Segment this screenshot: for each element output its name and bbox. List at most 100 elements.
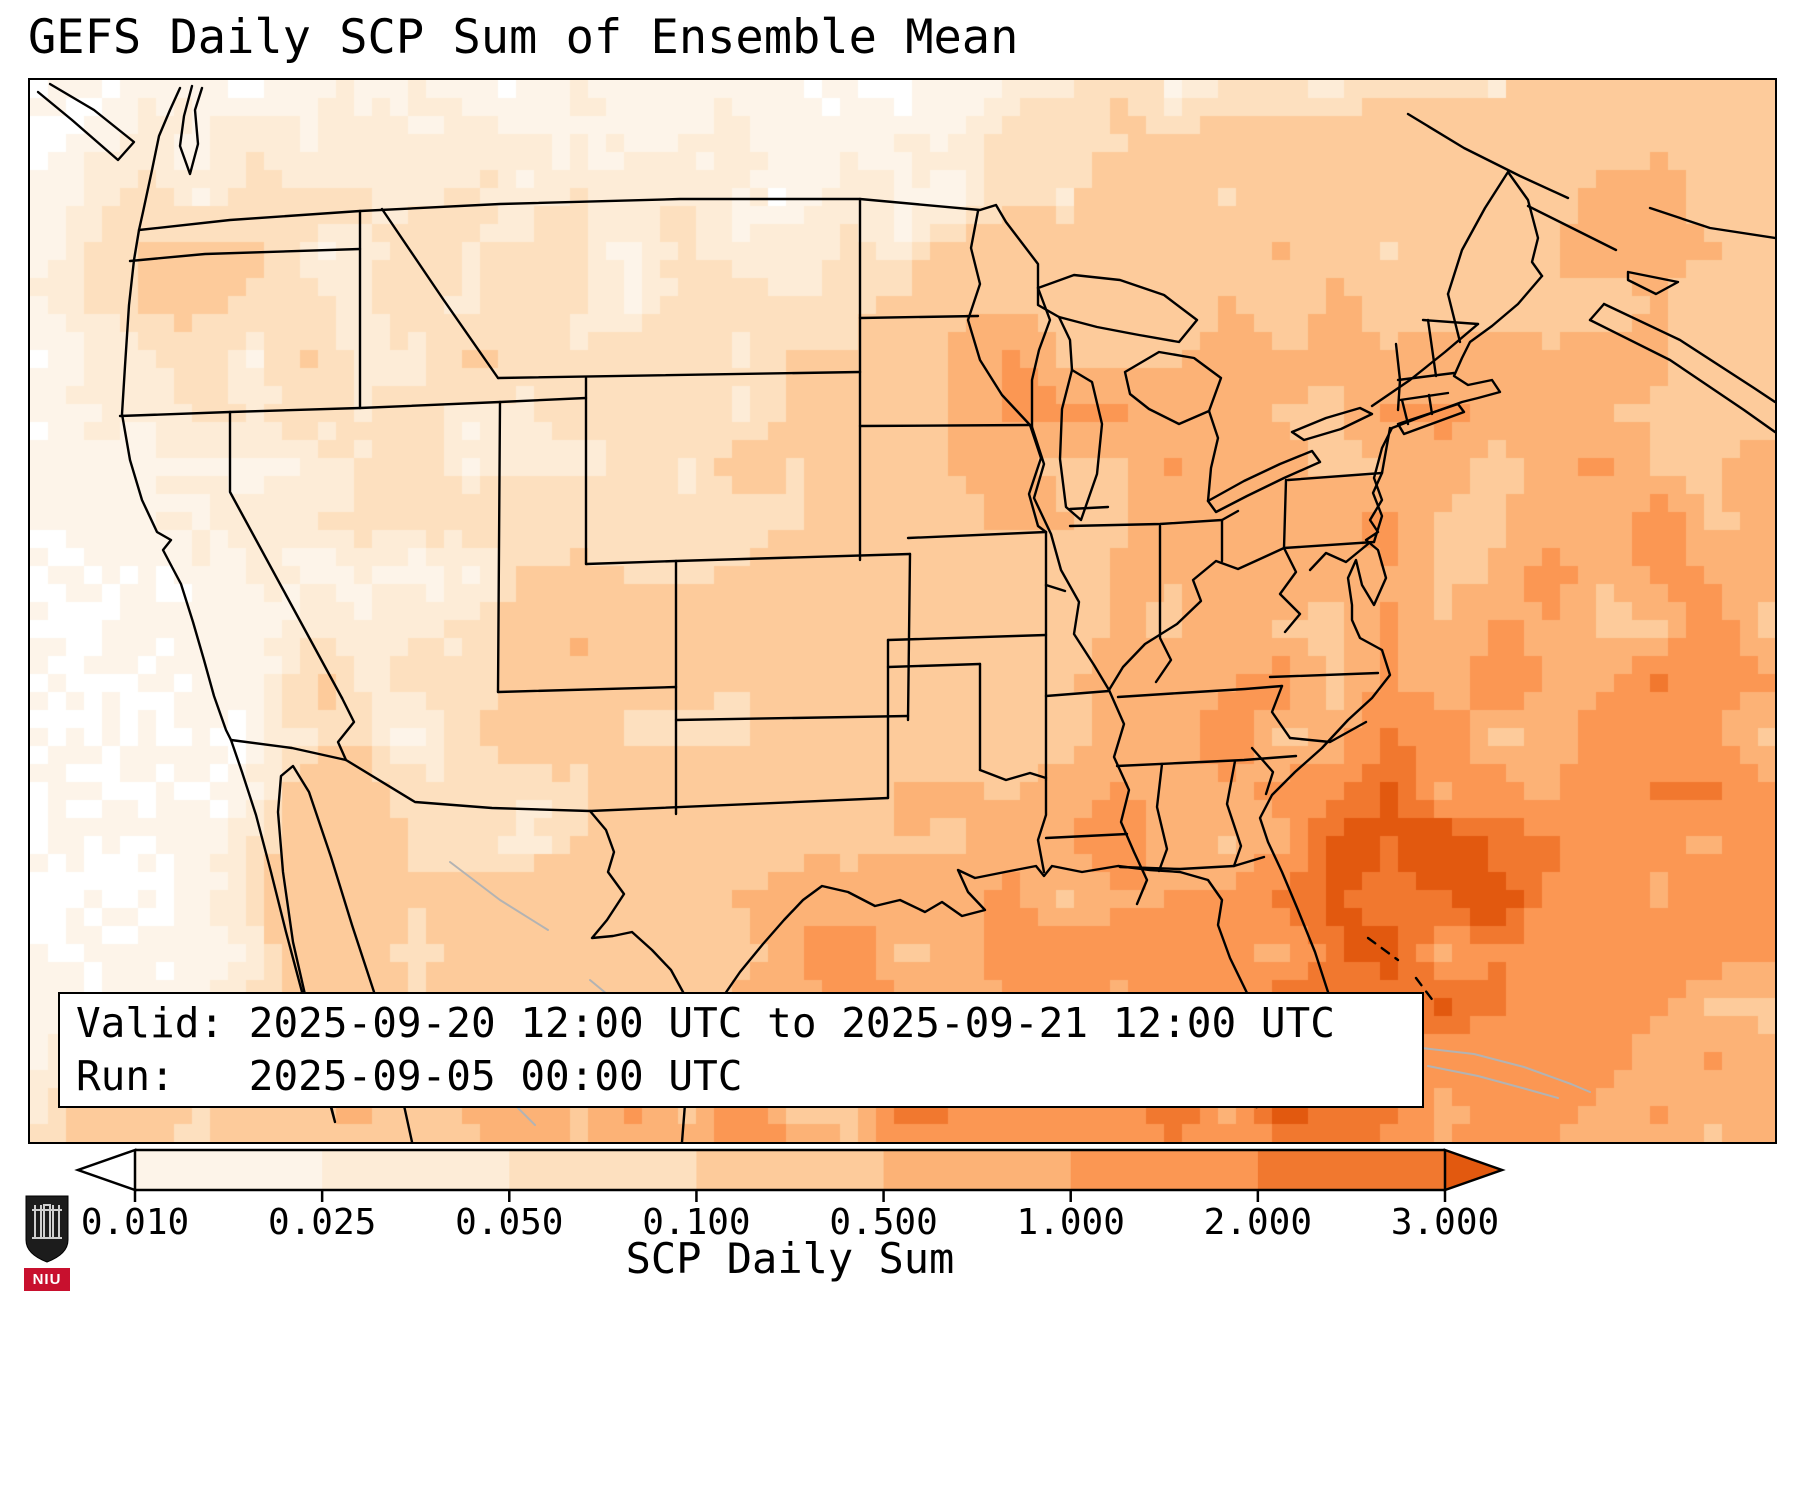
border-line <box>496 685 678 694</box>
border-line <box>1588 302 1606 322</box>
border-line <box>1278 546 1302 634</box>
island-coast-dashed <box>1414 976 1436 1004</box>
border-line <box>1426 318 1438 378</box>
border-line <box>858 423 1032 428</box>
colorbar-tick-label: 0.010 <box>81 1202 189 1243</box>
border-line <box>1030 286 1052 429</box>
border-line <box>886 662 982 669</box>
page-title: GEFS Daily SCP Sum of Ensemble Mean <box>28 10 1019 65</box>
colorbar-under-arrow <box>74 1148 137 1192</box>
border-line <box>1044 832 1129 840</box>
border-line <box>858 314 980 320</box>
colorbar-axis-label: SCP Daily Sum <box>625 1234 955 1283</box>
scp-heatmap-canvas <box>30 80 1775 1142</box>
colorbar-segment <box>1257 1150 1446 1190</box>
colorbar-ends <box>134 1150 1446 1190</box>
border-line <box>588 796 890 813</box>
border-line <box>1044 689 1111 698</box>
colorbar-tick-label: 2.000 <box>1204 1202 1312 1243</box>
border-line <box>1030 425 1149 906</box>
border-line <box>1044 583 1067 593</box>
border-line <box>1446 292 1462 344</box>
border-line <box>120 86 233 742</box>
border-line <box>118 406 362 418</box>
border-line <box>336 696 356 762</box>
foreign-coast-gray <box>1427 1065 1559 1099</box>
border-line <box>137 197 1040 290</box>
border-line <box>496 400 502 694</box>
island-coast-dashed <box>1366 936 1400 962</box>
colorbar-over-arrow <box>1443 1148 1506 1192</box>
border-line <box>1057 315 1074 372</box>
border-line <box>1406 112 1570 200</box>
colorbar-segment <box>509 1150 697 1190</box>
border-line <box>886 633 1048 642</box>
border-line <box>1107 546 1286 692</box>
border-line <box>584 552 912 566</box>
border-line <box>228 410 344 700</box>
colorbar-segment <box>322 1150 510 1190</box>
border-line <box>229 738 704 1030</box>
border-line <box>36 82 136 162</box>
border-line <box>1290 406 1374 442</box>
border-line <box>1155 762 1169 873</box>
border-line <box>358 396 588 410</box>
border-line <box>380 207 500 380</box>
border-line <box>1427 393 1434 416</box>
border-line <box>1270 684 1292 740</box>
forecast-map: Valid: 2025-09-20 12:00 UTC to 2025-09-2… <box>28 78 1777 1144</box>
niu-logo-text: NIU <box>24 1268 70 1291</box>
border-line <box>1115 754 1298 768</box>
border-line <box>700 274 1544 1096</box>
border-line <box>1526 204 1618 252</box>
border-line <box>966 209 1032 427</box>
border-line <box>1282 478 1288 550</box>
colorbar-tick-label: 3.000 <box>1391 1202 1499 1243</box>
colorbar-tick-label: 0.500 <box>829 1202 937 1243</box>
valid-time-line: Valid: 2025-09-20 12:00 UTC to 2025-09-2… <box>76 999 1335 1047</box>
border-line <box>1225 759 1243 868</box>
run-time-line: Run: 2025-09-05 00:00 UTC <box>76 1052 743 1100</box>
border-line <box>1588 318 1775 434</box>
border-line <box>1036 273 1199 344</box>
border-line <box>1288 720 1368 744</box>
border-line <box>1446 170 1544 296</box>
border-line <box>1116 684 1284 699</box>
colorbar-tick-label: 0.025 <box>268 1202 376 1243</box>
niu-shield-icon <box>25 1195 69 1263</box>
colorbar-tick-label: 0.100 <box>642 1202 750 1243</box>
colorbar: 0.010 0.025 0.050 0.100 0.500 1.000 2.000 3.000 <box>74 1148 1506 1243</box>
border-line <box>1206 409 1220 503</box>
border-line <box>1421 318 1480 326</box>
border-line <box>496 370 862 380</box>
colorbar-tick-label: 1.000 <box>1017 1202 1125 1243</box>
border-line <box>1370 322 1480 408</box>
border-line <box>1068 509 1240 528</box>
foreign-coast-gray <box>449 861 549 931</box>
colorbar-outline <box>135 1148 1445 1192</box>
border-line <box>178 84 204 176</box>
border-line <box>1371 471 1384 544</box>
border-line <box>1626 270 1680 296</box>
border-line <box>674 714 910 722</box>
colorbar-tick-label: 0.050 <box>455 1202 563 1243</box>
border-line <box>1282 540 1376 550</box>
border-line <box>1396 402 1466 436</box>
border-line <box>1058 368 1104 522</box>
valid-run-info-box: Valid: 2025-09-20 12:00 UTC to 2025-09-2… <box>58 992 1424 1108</box>
border-line <box>1154 524 1173 684</box>
foreign-coast-gray <box>1421 1047 1591 1093</box>
border-line <box>229 738 414 1142</box>
colorbar-segment <box>696 1150 885 1190</box>
colorbar-segment <box>883 1150 1072 1190</box>
border-line <box>1396 371 1456 382</box>
border-line <box>1648 206 1775 240</box>
border-line <box>1268 671 1380 679</box>
border-line <box>128 247 362 263</box>
border-line <box>1308 542 1370 572</box>
border-line <box>1206 449 1322 514</box>
colorbar-segment <box>135 1150 323 1190</box>
niu-logo: NIU <box>24 1194 70 1291</box>
state-borders-overlay <box>36 82 1775 1142</box>
